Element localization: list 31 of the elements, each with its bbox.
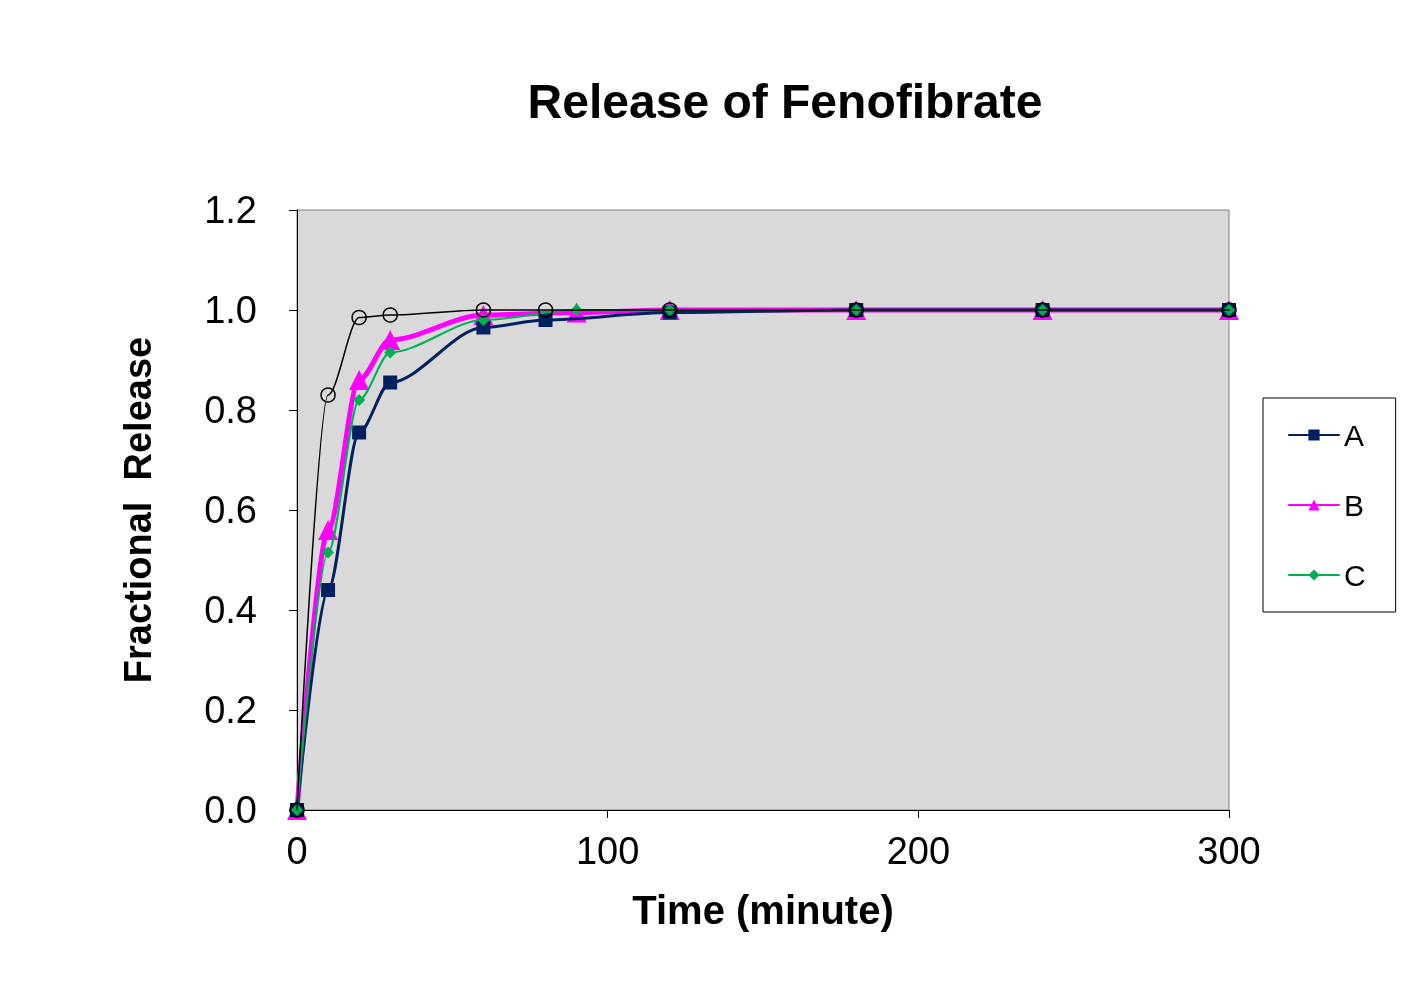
point bbox=[353, 394, 366, 406]
point bbox=[382, 307, 398, 323]
x-tick-label: 200 bbox=[886, 830, 951, 872]
point bbox=[321, 583, 336, 597]
point bbox=[384, 346, 397, 359]
point bbox=[351, 309, 367, 326]
point bbox=[380, 330, 401, 350]
point bbox=[475, 302, 492, 318]
x-tick-label: 100 bbox=[575, 830, 640, 872]
y-tick-label: 0.4 bbox=[204, 589, 257, 631]
x-tick-label: 0 bbox=[286, 830, 308, 872]
point bbox=[320, 387, 336, 403]
y-tick-label: 1.2 bbox=[204, 189, 257, 231]
point bbox=[352, 425, 367, 440]
legend-label: A bbox=[1344, 418, 1365, 452]
y-axis-title: Fractional Release bbox=[117, 336, 159, 684]
legend-label: C bbox=[1344, 558, 1366, 592]
y-tick-label: 0.8 bbox=[204, 389, 257, 431]
point bbox=[318, 520, 339, 540]
point bbox=[383, 375, 398, 390]
x-tick-label: 300 bbox=[1197, 830, 1261, 872]
y-tick-label: 0.6 bbox=[204, 489, 257, 531]
y-tick-label: 0.0 bbox=[204, 789, 257, 831]
point bbox=[349, 370, 370, 390]
y-tick-label: 0.2 bbox=[204, 689, 257, 731]
x-axis-title: Time (minute) bbox=[632, 888, 894, 932]
point bbox=[322, 546, 335, 559]
legend-label: B bbox=[1344, 488, 1365, 522]
chart-title: Release of Fenofibrate bbox=[527, 74, 1043, 128]
point bbox=[537, 302, 554, 318]
y-tick-label: 1.0 bbox=[204, 289, 257, 331]
